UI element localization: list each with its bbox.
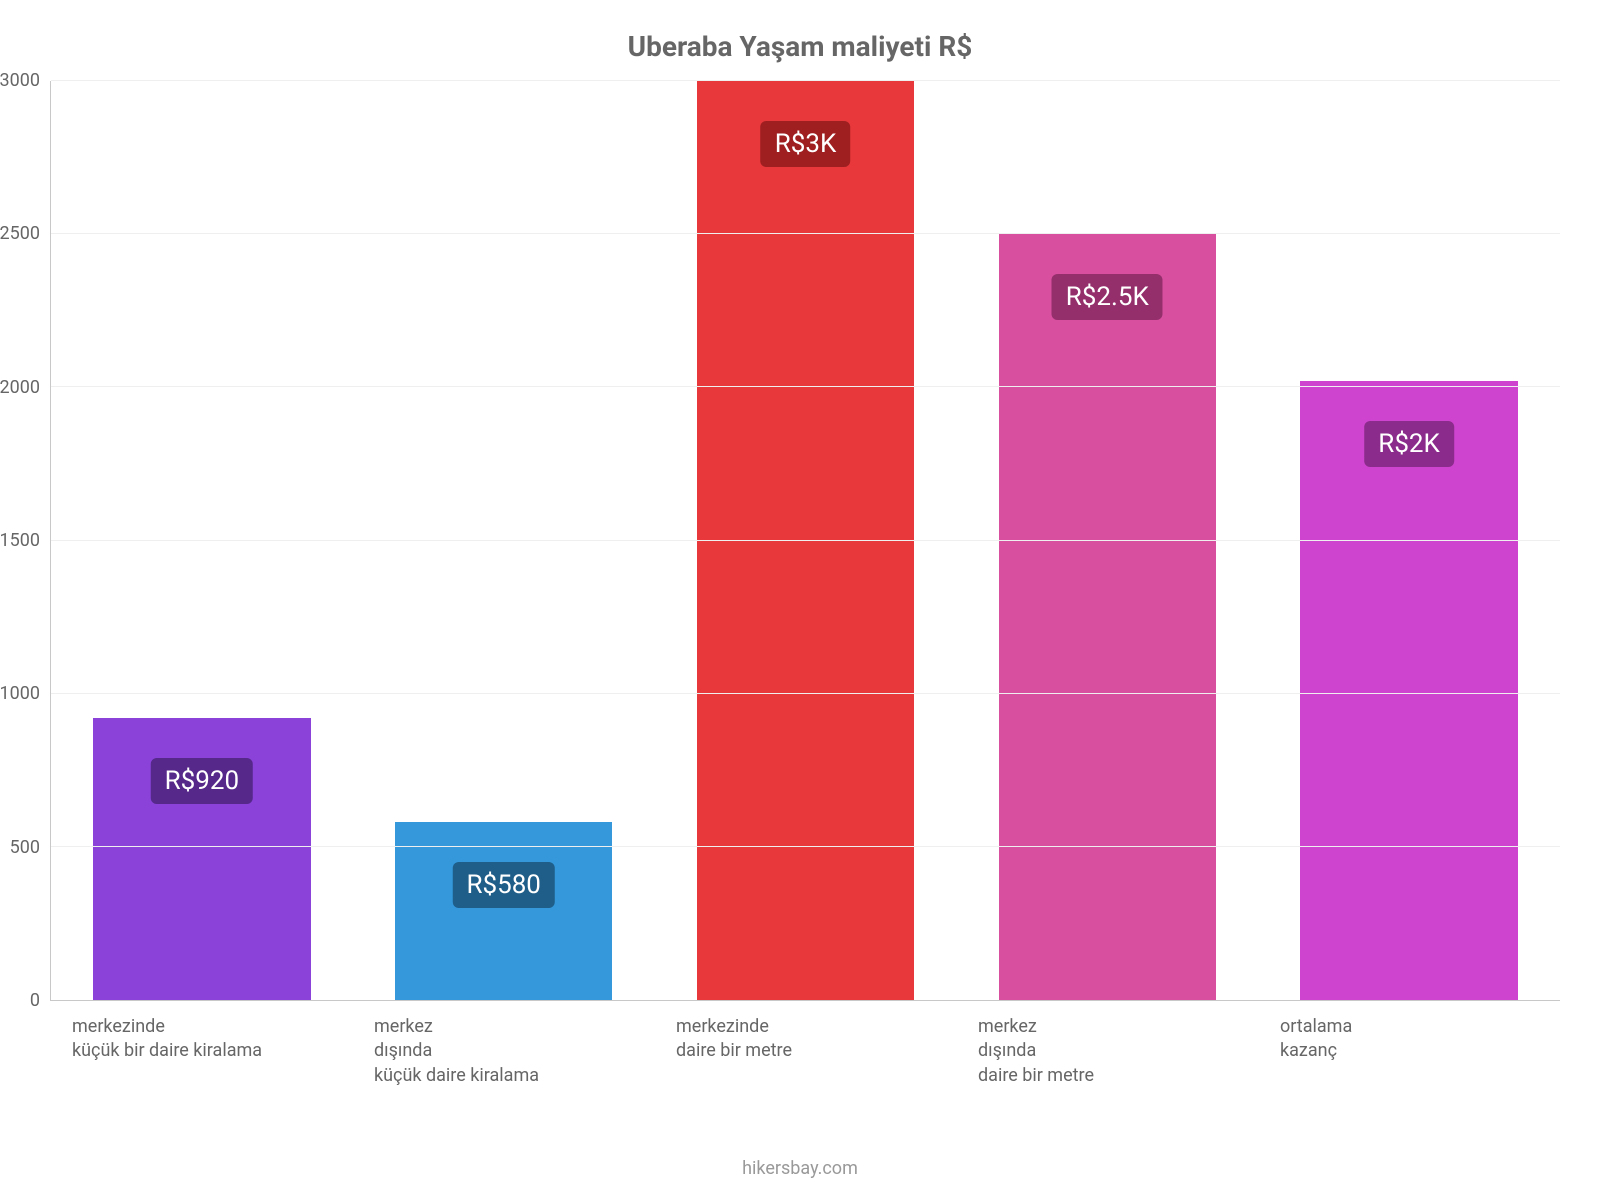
bar-slot: R$3K bbox=[655, 81, 957, 1000]
grid-line bbox=[51, 386, 1560, 387]
x-category-line: ortalama bbox=[1280, 1015, 1550, 1039]
grid-line bbox=[51, 80, 1560, 81]
bar: R$3K bbox=[697, 81, 914, 1000]
x-category-line: merkezinde bbox=[676, 1015, 946, 1039]
grid-line bbox=[51, 233, 1560, 234]
x-category: merkezdışındaküçük daire kiralama bbox=[352, 1001, 654, 1088]
plot-area: R$920 R$580 R$3K R$2.5K R$2K bbox=[50, 81, 1560, 1001]
x-category-line: merkez bbox=[374, 1015, 644, 1039]
x-category: merkezdışındadaire bir metre bbox=[956, 1001, 1258, 1088]
x-category-line: daire bir metre bbox=[676, 1039, 946, 1063]
x-category-line: kazanç bbox=[1280, 1039, 1550, 1063]
bar-slot: R$920 bbox=[51, 81, 353, 1000]
x-category-line: merkezinde bbox=[72, 1015, 342, 1039]
x-category-line: dışında bbox=[978, 1039, 1248, 1063]
bar-value-label: R$3K bbox=[761, 121, 851, 167]
x-category: merkezindedaire bir metre bbox=[654, 1001, 956, 1088]
bar-value-label: R$2.5K bbox=[1052, 274, 1163, 320]
cost-of-living-bar-chart: Uberaba Yaşam maliyeti R$ 30002500200015… bbox=[0, 0, 1600, 1200]
plot-outer: 300025002000150010005000 R$920R$580R$3KR… bbox=[40, 81, 1560, 1001]
bar-slot: R$580 bbox=[353, 81, 655, 1000]
chart-title: Uberaba Yaşam maliyeti R$ bbox=[40, 30, 1560, 63]
x-axis: merkezindeküçük bir daire kiralamamerkez… bbox=[50, 1001, 1560, 1088]
x-category-line: daire bir metre bbox=[978, 1064, 1248, 1088]
x-category: ortalamakazanç bbox=[1258, 1001, 1560, 1088]
attribution: hikersbay.com bbox=[40, 1158, 1560, 1179]
x-category-line: merkez bbox=[978, 1015, 1248, 1039]
bar-slot: R$2K bbox=[1258, 81, 1560, 1000]
x-category: merkezindeküçük bir daire kiralama bbox=[50, 1001, 352, 1088]
bar-value-label: R$2K bbox=[1364, 421, 1454, 467]
grid-line bbox=[51, 693, 1560, 694]
bar: R$920 bbox=[93, 718, 310, 1000]
bar-slot: R$2.5K bbox=[956, 81, 1258, 1000]
grid-line bbox=[51, 846, 1560, 847]
bar: R$580 bbox=[395, 822, 612, 1000]
bar: R$2.5K bbox=[999, 234, 1216, 1000]
grid-line bbox=[51, 540, 1560, 541]
y-axis: 300025002000150010005000 bbox=[40, 81, 50, 1001]
bars-container: R$920 R$580 R$3K R$2.5K R$2K bbox=[51, 81, 1560, 1000]
bar: R$2K bbox=[1300, 381, 1517, 1000]
x-category-line: küçük daire kiralama bbox=[374, 1064, 644, 1088]
x-category-line: dışında bbox=[374, 1039, 644, 1063]
bar-value-label: R$920 bbox=[151, 758, 253, 804]
bar-value-label: R$580 bbox=[452, 862, 554, 908]
x-category-line: küçük bir daire kiralama bbox=[72, 1039, 342, 1063]
